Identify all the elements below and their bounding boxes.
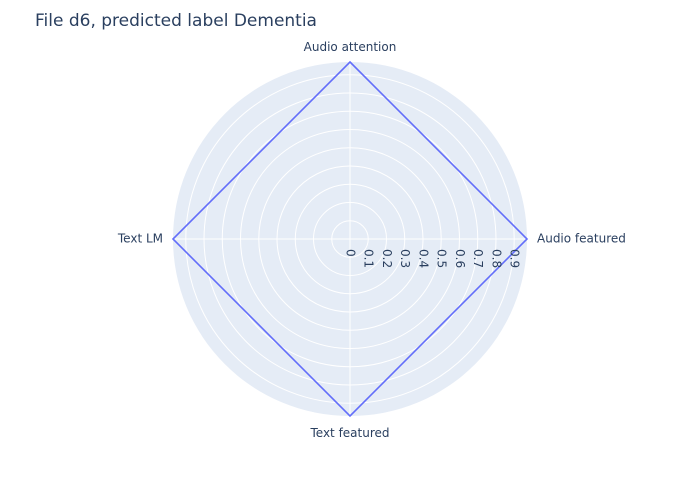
angular-axis-label: Text featured: [309, 426, 389, 440]
radial-tick-label: 0.5: [435, 249, 449, 268]
angular-axis-label: Audio featured: [537, 232, 626, 246]
radial-tick-labels: 0 0.1 0.2 0.3 0.4 0.5 0.6 0.7 0.8 0.9: [344, 249, 522, 268]
radial-tick-label: 0.1: [362, 249, 376, 268]
grid-spokes: [173, 62, 527, 416]
angular-axis-label: Text LM: [117, 232, 163, 246]
radial-tick-label: 0.4: [416, 249, 430, 268]
radial-tick-label: 0.9: [508, 249, 522, 268]
radial-tick-label: 0.3: [398, 249, 412, 268]
angular-axis-label: Audio attention: [304, 40, 397, 54]
angular-axis-labels: Audio attention Audio featured Text featur…: [117, 40, 626, 440]
radial-tick-label: 0.7: [471, 249, 485, 268]
series-line-0: [171, 60, 529, 418]
radial-tick-label: 0.6: [453, 249, 467, 268]
radial-tick-label: 0.2: [380, 249, 394, 268]
radial-tick-label: 0.8: [489, 249, 503, 268]
radial-tick-label: 0: [344, 249, 358, 257]
chart-title: File d6, predicted label Dementia: [35, 11, 317, 31]
series-layer: [171, 60, 529, 418]
